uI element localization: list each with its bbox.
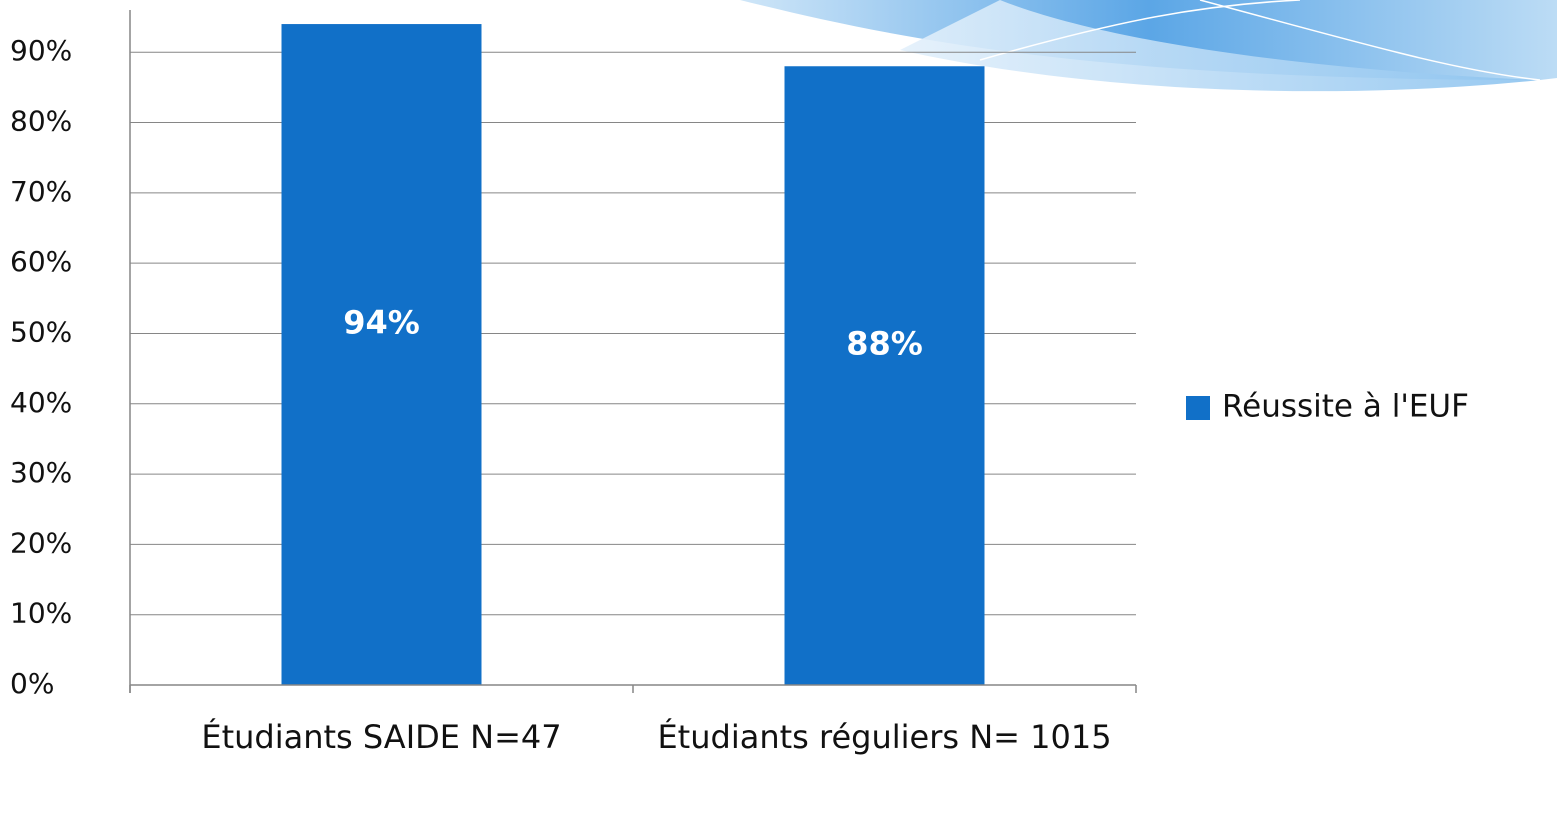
bar — [784, 66, 985, 685]
y-tick-label: 20% — [10, 526, 72, 559]
legend-swatch — [1186, 396, 1210, 420]
decoration — [740, 0, 1557, 92]
y-tick-label: 70% — [10, 175, 72, 208]
y-tick-label: 10% — [10, 597, 72, 630]
y-tick-label: 0% — [10, 667, 54, 700]
data-label: 94% — [343, 304, 420, 342]
y-tick-label: 60% — [10, 245, 72, 278]
y-tick-label: 30% — [10, 456, 72, 489]
y-tick-label: 80% — [10, 105, 72, 138]
x-tick-label: Étudiants réguliers N= 1015 — [657, 718, 1112, 756]
y-tick-label: 50% — [10, 315, 72, 348]
legend-label: Réussite à l'EUF — [1222, 389, 1469, 425]
data-label: 88% — [846, 325, 923, 363]
y-tick-label: 40% — [10, 386, 72, 419]
x-tick-label: Étudiants SAIDE N=47 — [201, 718, 562, 756]
bar — [281, 24, 482, 685]
y-tick-label: 90% — [10, 34, 72, 67]
